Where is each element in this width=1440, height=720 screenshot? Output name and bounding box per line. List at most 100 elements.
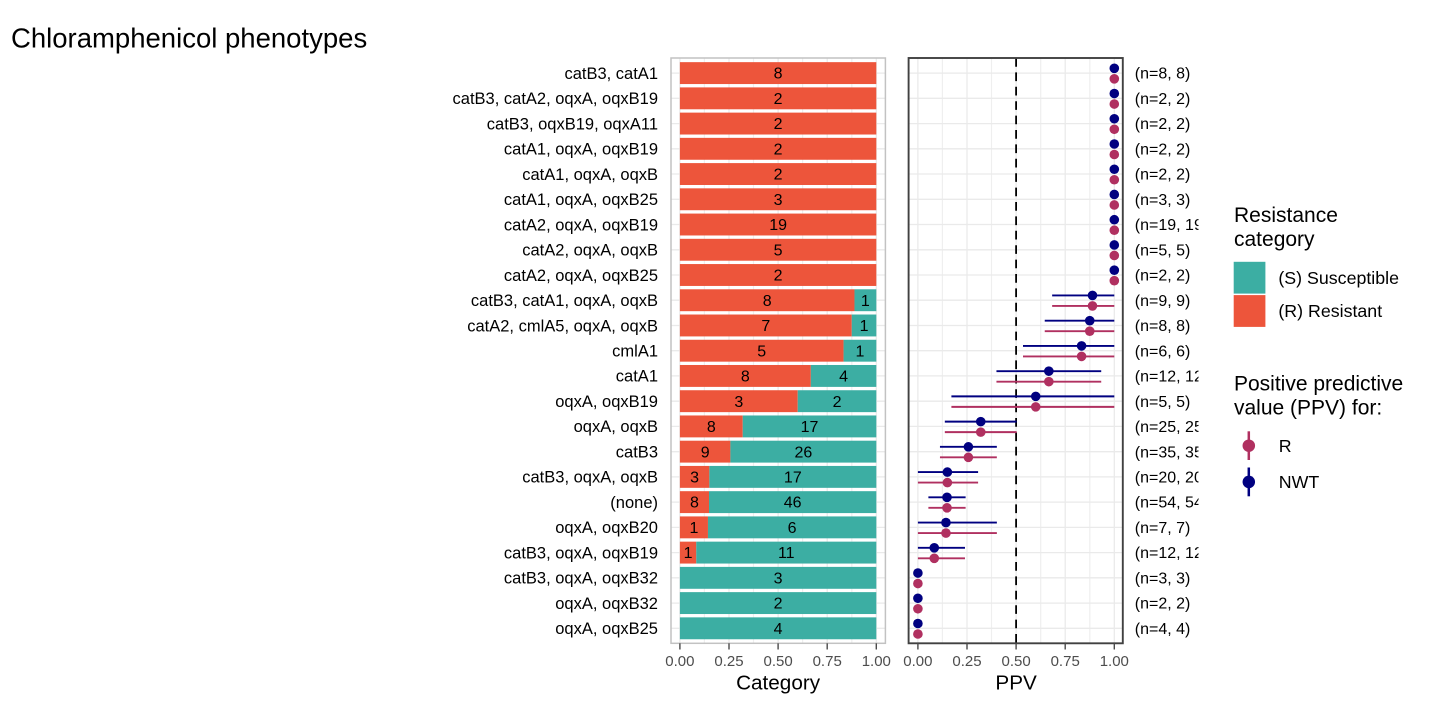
svg-text:(n=2, 2): (n=2, 2) <box>1135 91 1191 108</box>
svg-text:catB3, catA2, oqxA, oqxB19: catB3, catA2, oqxA, oqxB19 <box>453 90 658 108</box>
svg-text:R: R <box>1279 436 1292 456</box>
svg-text:0.50: 0.50 <box>1001 653 1030 670</box>
svg-text:2: 2 <box>774 596 783 613</box>
svg-text:(n=7, 7): (n=7, 7) <box>1135 520 1191 537</box>
svg-text:(n=5, 5): (n=5, 5) <box>1135 242 1191 259</box>
svg-text:1: 1 <box>860 318 869 335</box>
svg-text:2: 2 <box>774 268 783 285</box>
svg-text:catA2, oqxA, oqxB25: catA2, oqxA, oqxB25 <box>504 267 658 285</box>
svg-text:(S) Susceptible: (S) Susceptible <box>1278 268 1399 288</box>
svg-text:3: 3 <box>774 570 783 587</box>
svg-text:catB3, catA1, oqxA, oqxB: catB3, catA1, oqxA, oqxB <box>471 292 658 310</box>
svg-text:1: 1 <box>684 545 693 562</box>
svg-text:(n=2, 2): (n=2, 2) <box>1135 116 1191 133</box>
svg-text:(n=12, 12): (n=12, 12) <box>1135 369 1208 386</box>
svg-text:6: 6 <box>788 520 797 537</box>
svg-text:(n=2, 2): (n=2, 2) <box>1135 141 1191 158</box>
svg-text:oqxA, oqxB32: oqxA, oqxB32 <box>555 595 658 613</box>
svg-text:7: 7 <box>761 318 770 335</box>
svg-text:2: 2 <box>774 141 783 158</box>
svg-text:(n=3, 3): (n=3, 3) <box>1135 570 1191 587</box>
svg-text:(n=12, 12): (n=12, 12) <box>1135 545 1208 562</box>
svg-text:1: 1 <box>689 520 698 537</box>
svg-text:value (PPV) for:: value (PPV) for: <box>1234 396 1382 419</box>
svg-text:category: category <box>1234 228 1315 251</box>
svg-text:1.00: 1.00 <box>1100 653 1129 670</box>
svg-text:17: 17 <box>784 469 802 486</box>
svg-text:Positive predictive: Positive predictive <box>1234 372 1403 395</box>
svg-text:NWT: NWT <box>1279 472 1320 492</box>
svg-text:(n=6, 6): (n=6, 6) <box>1135 343 1191 360</box>
svg-text:1.00: 1.00 <box>862 653 891 670</box>
svg-text:oqxA, oqxB25: oqxA, oqxB25 <box>555 620 658 638</box>
svg-text:catB3: catB3 <box>616 443 658 461</box>
svg-text:(n=2, 2): (n=2, 2) <box>1135 268 1191 285</box>
svg-text:26: 26 <box>794 444 812 461</box>
svg-text:(n=9, 9): (n=9, 9) <box>1135 293 1191 310</box>
svg-text:(n=2, 2): (n=2, 2) <box>1135 596 1191 613</box>
svg-text:catB3, oqxA, oqxB: catB3, oqxA, oqxB <box>522 469 658 487</box>
svg-text:2: 2 <box>833 394 842 411</box>
svg-text:19: 19 <box>769 217 787 234</box>
svg-text:1: 1 <box>861 293 870 310</box>
svg-text:oqxA, oqxB19: oqxA, oqxB19 <box>555 393 658 411</box>
svg-text:(none): (none) <box>610 494 658 512</box>
svg-text:Chloramphenicol phenotypes: Chloramphenicol phenotypes <box>11 23 367 54</box>
svg-text:17: 17 <box>801 419 819 436</box>
svg-text:(n=5, 5): (n=5, 5) <box>1135 394 1191 411</box>
svg-text:3: 3 <box>690 469 699 486</box>
svg-text:catA2, oqxA, oqxB: catA2, oqxA, oqxB <box>522 242 658 260</box>
svg-text:0.50: 0.50 <box>763 653 792 670</box>
svg-text:catB3, catA1: catB3, catA1 <box>564 65 658 83</box>
svg-text:catB3, oqxA, oqxB19: catB3, oqxA, oqxB19 <box>504 544 658 562</box>
svg-text:(n=3, 3): (n=3, 3) <box>1135 192 1191 209</box>
svg-text:oqxA, oqxB20: oqxA, oqxB20 <box>555 519 658 537</box>
svg-text:(n=2, 2): (n=2, 2) <box>1135 167 1191 184</box>
svg-text:catA1, oqxA, oqxB: catA1, oqxA, oqxB <box>522 166 658 184</box>
svg-text:4: 4 <box>839 369 848 386</box>
svg-text:5: 5 <box>757 343 766 360</box>
svg-text:46: 46 <box>784 495 802 512</box>
svg-text:catA1: catA1 <box>616 368 658 386</box>
svg-text:0.75: 0.75 <box>813 653 842 670</box>
svg-text:(n=20, 20): (n=20, 20) <box>1135 469 1208 486</box>
svg-text:11: 11 <box>778 545 795 562</box>
svg-text:Resistance: Resistance <box>1234 204 1338 227</box>
svg-text:(n=54, 54): (n=54, 54) <box>1135 495 1208 512</box>
svg-text:(n=8, 8): (n=8, 8) <box>1135 318 1191 335</box>
svg-text:PPV: PPV <box>995 672 1037 695</box>
svg-text:(n=19, 19): (n=19, 19) <box>1135 217 1208 234</box>
svg-text:8: 8 <box>741 369 750 386</box>
svg-text:0.75: 0.75 <box>1051 653 1080 670</box>
svg-text:3: 3 <box>734 394 743 411</box>
svg-text:1: 1 <box>855 343 864 360</box>
svg-text:(n=8, 8): (n=8, 8) <box>1135 66 1191 83</box>
svg-text:0.25: 0.25 <box>714 653 743 670</box>
svg-text:(n=35, 35): (n=35, 35) <box>1135 444 1208 461</box>
svg-text:catB3, oqxB19, oqxA11: catB3, oqxB19, oqxA11 <box>487 115 658 133</box>
svg-text:4: 4 <box>774 621 783 638</box>
svg-text:0.00: 0.00 <box>903 653 932 670</box>
svg-text:(R) Resistant: (R) Resistant <box>1278 301 1382 321</box>
svg-text:catA1, oqxA, oqxB25: catA1, oqxA, oqxB25 <box>504 191 658 209</box>
svg-text:cmlA1: cmlA1 <box>612 343 658 361</box>
svg-text:catA2, oqxA, oqxB19: catA2, oqxA, oqxB19 <box>504 216 658 234</box>
svg-text:0.25: 0.25 <box>952 653 981 670</box>
svg-text:8: 8 <box>690 495 699 512</box>
svg-text:8: 8 <box>707 419 716 436</box>
svg-text:2: 2 <box>774 167 783 184</box>
svg-text:(n=4, 4): (n=4, 4) <box>1135 621 1191 638</box>
svg-text:8: 8 <box>763 293 772 310</box>
svg-text:2: 2 <box>774 91 783 108</box>
svg-text:oqxA, oqxB: oqxA, oqxB <box>574 418 658 436</box>
svg-text:2: 2 <box>774 116 783 133</box>
svg-text:(n=25, 25): (n=25, 25) <box>1135 419 1208 436</box>
svg-text:9: 9 <box>701 444 710 461</box>
svg-text:catB3, oqxA, oqxB32: catB3, oqxA, oqxB32 <box>504 570 658 588</box>
svg-text:8: 8 <box>774 66 783 83</box>
svg-text:catA2, cmlA5, oqxA, oqxB: catA2, cmlA5, oqxA, oqxB <box>467 317 658 335</box>
svg-text:3: 3 <box>774 192 783 209</box>
svg-text:catA1, oqxA, oqxB19: catA1, oqxA, oqxB19 <box>504 141 658 159</box>
svg-text:0.00: 0.00 <box>665 653 694 670</box>
svg-text:5: 5 <box>774 242 783 259</box>
